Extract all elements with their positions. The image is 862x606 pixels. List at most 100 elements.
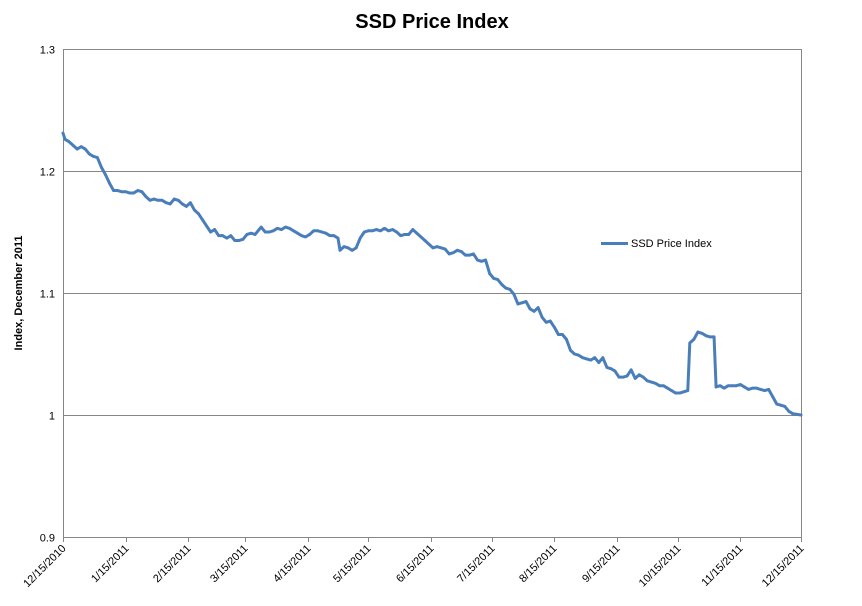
data-point bbox=[229, 234, 233, 238]
data-point bbox=[383, 226, 386, 230]
data-point bbox=[197, 212, 200, 216]
data-point bbox=[621, 375, 625, 379]
data-point bbox=[168, 202, 172, 206]
data-point bbox=[734, 384, 738, 388]
data-point bbox=[569, 348, 572, 352]
data-point bbox=[275, 226, 279, 230]
data-point bbox=[565, 337, 568, 341]
data-point bbox=[237, 239, 241, 242]
data-point bbox=[779, 403, 783, 407]
data-point bbox=[666, 386, 669, 390]
data-point bbox=[540, 316, 544, 319]
data-point bbox=[504, 286, 508, 290]
data-point bbox=[288, 226, 291, 230]
data-point bbox=[332, 234, 336, 238]
data-point bbox=[463, 253, 467, 257]
data-point bbox=[726, 384, 730, 388]
y-tick-label: 1.3 bbox=[40, 45, 55, 57]
x-tick-label: 11/15/2011 bbox=[699, 543, 745, 589]
data-point bbox=[407, 233, 411, 236]
data-point bbox=[700, 331, 704, 335]
data-point bbox=[249, 231, 253, 235]
data-point bbox=[253, 233, 257, 236]
data-point bbox=[524, 300, 528, 303]
data-point bbox=[520, 301, 524, 305]
data-point bbox=[528, 307, 532, 311]
data-point bbox=[83, 147, 87, 151]
data-point bbox=[100, 165, 103, 169]
data-point bbox=[403, 233, 407, 236]
data-point bbox=[193, 208, 196, 212]
data-point bbox=[645, 379, 649, 383]
data-point bbox=[755, 386, 758, 390]
data-point bbox=[120, 190, 124, 194]
x-tick-label: 12/15/2010 bbox=[21, 543, 68, 590]
data-point bbox=[375, 228, 378, 231]
data-point bbox=[670, 389, 673, 392]
data-point bbox=[662, 384, 665, 388]
data-point bbox=[257, 228, 261, 231]
data-point bbox=[783, 405, 787, 408]
data-point bbox=[132, 191, 136, 195]
data-point bbox=[87, 152, 91, 156]
data-point bbox=[71, 143, 75, 147]
data-point bbox=[320, 230, 324, 234]
data-point bbox=[354, 246, 358, 250]
data-point bbox=[112, 189, 115, 192]
data-point bbox=[61, 131, 65, 135]
data-point bbox=[358, 236, 362, 240]
x-tick-label: 7/15/2011 bbox=[455, 543, 498, 586]
data-point bbox=[552, 325, 556, 329]
data-point bbox=[649, 380, 653, 384]
data-point bbox=[395, 230, 399, 234]
data-point bbox=[787, 409, 791, 413]
data-point bbox=[67, 140, 71, 144]
data-point bbox=[718, 384, 722, 388]
data-point bbox=[300, 234, 303, 238]
data-point bbox=[767, 387, 771, 391]
data-point bbox=[759, 387, 762, 391]
data-point bbox=[379, 229, 382, 233]
data-point bbox=[296, 231, 299, 235]
data-point bbox=[308, 233, 312, 236]
data-point bbox=[597, 361, 601, 364]
data-point bbox=[730, 384, 734, 388]
y-tick-labels: 0.9 1 1.1 1.2 1.3 bbox=[40, 45, 55, 545]
data-point bbox=[696, 330, 700, 334]
data-point bbox=[625, 374, 629, 378]
x-tick-label: 4/15/2011 bbox=[271, 543, 314, 586]
data-point bbox=[144, 195, 148, 199]
data-point bbox=[108, 181, 111, 185]
data-point bbox=[742, 385, 746, 389]
data-point bbox=[439, 246, 443, 250]
data-point bbox=[279, 228, 283, 231]
x-tick-label: 5/15/2011 bbox=[331, 543, 374, 586]
data-point bbox=[241, 237, 245, 241]
data-point bbox=[63, 137, 67, 141]
data-point bbox=[512, 292, 516, 296]
data-point bbox=[259, 225, 263, 229]
data-point bbox=[152, 197, 156, 201]
data-point bbox=[328, 234, 332, 238]
data-point bbox=[128, 191, 132, 195]
data-point bbox=[387, 229, 390, 233]
data-point bbox=[722, 386, 726, 390]
data-point bbox=[617, 375, 621, 379]
data-point bbox=[217, 234, 221, 238]
data-point bbox=[508, 287, 512, 291]
x-tick-label: 2/15/2011 bbox=[151, 543, 194, 586]
data-point bbox=[205, 224, 208, 228]
data-point bbox=[95, 156, 99, 159]
data-point bbox=[609, 367, 613, 371]
y-axis-label: Index, December 2011 bbox=[13, 236, 25, 351]
data-point bbox=[459, 250, 463, 253]
data-point bbox=[556, 333, 560, 336]
data-point bbox=[370, 229, 374, 233]
data-point bbox=[637, 373, 641, 377]
data-point bbox=[476, 258, 479, 262]
data-point bbox=[156, 198, 160, 202]
x-tick-label: 12/15/2011 bbox=[760, 543, 807, 590]
data-point bbox=[484, 258, 487, 262]
data-point bbox=[629, 368, 633, 372]
